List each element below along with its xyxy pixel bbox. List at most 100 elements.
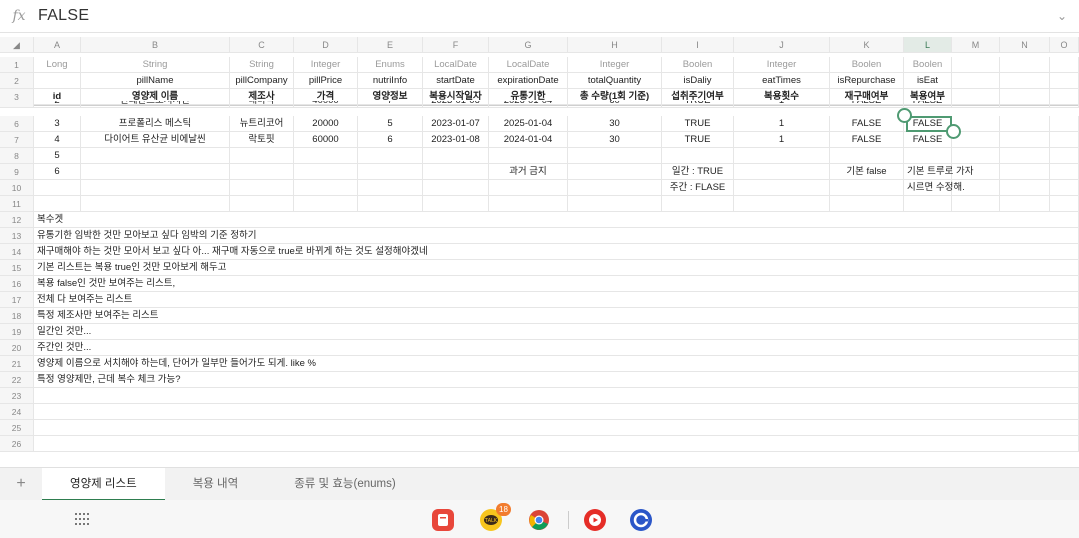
data-cell[interactable]: 60 — [568, 101, 662, 108]
price-cell[interactable]: 60000 — [294, 132, 358, 148]
field-cell[interactable]: eatTimes — [734, 73, 830, 89]
empty-cell[interactable] — [568, 196, 662, 212]
pill-name-cell[interactable]: 프로폴리스 메스틱 — [81, 116, 230, 132]
row-number[interactable]: 6 — [0, 116, 34, 132]
note-cell[interactable]: 과거 금지 — [489, 164, 568, 180]
field-cell[interactable]: startDate — [423, 73, 489, 89]
empty-cell[interactable] — [294, 164, 358, 180]
empty-cell[interactable] — [1000, 196, 1050, 212]
data-cell[interactable]: 1 — [734, 101, 830, 108]
field-cell[interactable]: isRepurchase — [830, 73, 904, 89]
browser-icon[interactable] — [630, 509, 652, 531]
empty-cell[interactable] — [952, 116, 1000, 132]
empty-cell[interactable] — [952, 57, 1000, 73]
type-cell[interactable]: String — [230, 57, 294, 73]
row-number[interactable]: 14 — [0, 244, 34, 260]
empty-cell[interactable] — [34, 388, 1079, 404]
empty-cell[interactable] — [489, 196, 568, 212]
col-header-g[interactable]: G — [489, 37, 568, 53]
field-cell[interactable]: pillCompany — [230, 73, 294, 89]
type-cell[interactable]: Boolen — [904, 57, 952, 73]
data-cell[interactable]: FALSE — [830, 101, 904, 108]
row-number[interactable]: 7 — [0, 132, 34, 148]
empty-cell[interactable] — [734, 148, 830, 164]
data-cell[interactable]: 2023-01-06 — [423, 101, 489, 108]
data-cell[interactable]: 40000 — [294, 101, 358, 108]
empty-cell[interactable] — [294, 196, 358, 212]
pill-name-cell[interactable]: 다이어트 유산균 비에날씬 — [81, 132, 230, 148]
data-cell[interactable]: 7 — [358, 101, 423, 108]
header-cell[interactable]: 복용시작일자 — [423, 89, 489, 105]
note-cell[interactable]: 복용 false인 것만 보여주는 리스트, — [34, 276, 1079, 292]
empty-cell[interactable] — [734, 180, 830, 196]
field-cell[interactable]: isEat — [904, 73, 952, 89]
empty-cell[interactable] — [1000, 164, 1050, 180]
empty-cell[interactable] — [1000, 89, 1050, 105]
empty-cell[interactable] — [952, 89, 1000, 105]
col-header-i[interactable]: I — [662, 37, 734, 53]
note-cell[interactable]: 기본 트루로 가자 — [904, 164, 973, 180]
note-cell[interactable]: 특정 영양제만, 근데 복수 체크 가능? — [34, 372, 1079, 388]
empty-cell[interactable] — [1000, 180, 1050, 196]
row-number[interactable]: 16 — [0, 276, 34, 292]
row-number[interactable]: 1 — [0, 57, 34, 73]
type-cell[interactable]: Boolen — [662, 57, 734, 73]
empty-cell[interactable] — [34, 196, 81, 212]
chrome-icon[interactable] — [528, 509, 550, 531]
select-all-corner[interactable]: ◢ — [0, 37, 34, 53]
id-cell[interactable]: 5 — [34, 148, 81, 164]
empty-cell[interactable] — [830, 148, 904, 164]
empty-cell[interactable] — [568, 148, 662, 164]
empty-cell[interactable] — [1050, 57, 1079, 73]
col-header-a[interactable]: A — [34, 37, 81, 53]
empty-cell[interactable] — [952, 148, 1000, 164]
empty-cell[interactable] — [830, 196, 904, 212]
empty-cell[interactable] — [1000, 148, 1050, 164]
empty-cell[interactable] — [1000, 73, 1050, 89]
youtube-icon[interactable] — [584, 509, 606, 531]
header-cell[interactable]: 가격 — [294, 89, 358, 105]
empty-cell[interactable] — [423, 180, 489, 196]
empty-cell[interactable] — [34, 180, 81, 196]
col-header-f[interactable]: F — [423, 37, 489, 53]
header-cell[interactable]: 유통기한 — [489, 89, 568, 105]
row-number[interactable]: 24 — [0, 404, 34, 420]
field-cell[interactable]: totalQuantity — [568, 73, 662, 89]
row-number[interactable]: 8 — [0, 148, 34, 164]
type-cell[interactable]: LocalDate — [489, 57, 568, 73]
field-cell[interactable]: pillPrice — [294, 73, 358, 89]
row-number[interactable]: 20 — [0, 340, 34, 356]
row-number[interactable]: 17 — [0, 292, 34, 308]
empty-cell[interactable] — [662, 196, 734, 212]
empty-cell[interactable] — [423, 196, 489, 212]
empty-cell[interactable] — [1050, 101, 1079, 108]
row-number[interactable]: 10 — [0, 180, 34, 196]
start-date-cell[interactable]: 2023-01-08 — [423, 132, 489, 148]
header-cell[interactable]: 재구매여부 — [830, 89, 904, 105]
col-header-n[interactable]: N — [1000, 37, 1050, 53]
row-number[interactable]: 15 — [0, 260, 34, 276]
empty-cell[interactable] — [294, 148, 358, 164]
row-number[interactable]: 2 — [0, 73, 34, 89]
empty-cell[interactable] — [294, 180, 358, 196]
col-header-c[interactable]: C — [230, 37, 294, 53]
empty-cell[interactable] — [568, 180, 662, 196]
empty-cell[interactable] — [230, 180, 294, 196]
selection-handle-bottom-right[interactable] — [946, 124, 961, 139]
col-header-e[interactable]: E — [358, 37, 423, 53]
empty-cell[interactable] — [1050, 116, 1079, 132]
field-cell[interactable]: nutriInfo — [358, 73, 423, 89]
row-number[interactable]: 13 — [0, 228, 34, 244]
repurchase-cell[interactable]: FALSE — [830, 132, 904, 148]
empty-cell[interactable] — [81, 148, 230, 164]
note-cell[interactable]: 주간 : FLASE — [662, 180, 734, 196]
empty-cell[interactable] — [734, 164, 830, 180]
note-cell[interactable]: 특정 제조사만 보여주는 리스트 — [34, 308, 1079, 324]
notes-app-icon[interactable] — [432, 509, 454, 531]
col-header-k[interactable]: K — [830, 37, 904, 53]
col-header-o[interactable]: O — [1050, 37, 1079, 53]
empty-cell[interactable] — [1050, 164, 1079, 180]
repurchase-cell[interactable]: FALSE — [830, 116, 904, 132]
type-cell[interactable]: Enums — [358, 57, 423, 73]
id-cell[interactable]: 6 — [34, 164, 81, 180]
